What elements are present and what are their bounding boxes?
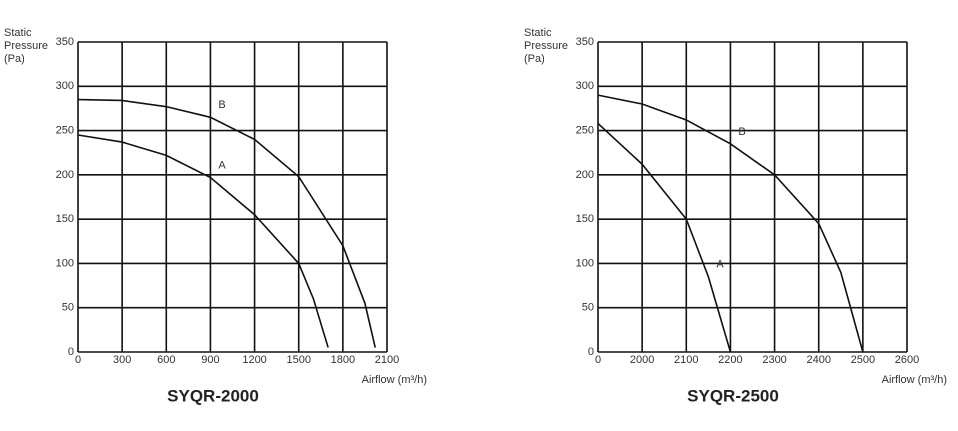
y-tick-label: 50: [62, 302, 74, 314]
curve: [597, 94, 864, 353]
y-axis-label: (Pa): [524, 53, 545, 65]
curve-label: B: [218, 99, 225, 111]
y-tick-label: 150: [56, 213, 74, 225]
curve-label: B: [738, 126, 745, 138]
x-tick-label: 2100: [375, 354, 399, 366]
y-tick-label: 250: [576, 124, 594, 136]
y-axis-label: Static: [524, 27, 552, 39]
y-tick-label: 350: [576, 36, 594, 48]
y-tick-label: 100: [56, 257, 74, 269]
y-tick-label: 150: [576, 213, 594, 225]
y-axis-label: Pressure: [4, 40, 48, 52]
x-axis-label: Airflow (m³/h): [362, 374, 427, 386]
chart-title: SYQR-2000: [167, 386, 259, 405]
curve: [77, 98, 377, 348]
y-tick-label: 50: [582, 302, 594, 314]
x-tick-label: 0: [75, 354, 81, 366]
x-tick-label: 2100: [674, 354, 698, 366]
x-tick-label: 2500: [851, 354, 875, 366]
x-axis-label: Airflow (m³/h): [882, 374, 947, 386]
y-tick-label: 200: [56, 169, 74, 181]
y-tick-label: 0: [68, 346, 74, 358]
x-tick-label: 900: [201, 354, 219, 366]
x-tick-label: 2400: [806, 354, 830, 366]
y-tick-label: 300: [56, 80, 74, 92]
y-tick-label: 200: [576, 169, 594, 181]
x-tick-label: 1500: [286, 354, 310, 366]
curve: [77, 134, 329, 348]
y-tick-label: 0: [588, 346, 594, 358]
x-tick-label: 1800: [331, 354, 355, 366]
y-tick-label: 300: [576, 80, 594, 92]
x-tick-label: 600: [157, 354, 175, 366]
x-tick-label: 2200: [718, 354, 742, 366]
y-axis-label: Pressure: [524, 40, 568, 52]
x-tick-label: 2600: [895, 354, 919, 366]
y-tick-label: 350: [56, 36, 74, 48]
x-tick-label: 300: [113, 354, 131, 366]
y-axis-label: Static: [4, 27, 32, 39]
curve: [597, 122, 732, 353]
x-tick-label: 2000: [630, 354, 654, 366]
chart-title: SYQR-2500: [687, 386, 779, 405]
y-tick-label: 100: [576, 257, 594, 269]
x-tick-label: 0: [595, 354, 601, 366]
curve-label: A: [716, 259, 724, 271]
curve-label: A: [218, 159, 226, 171]
x-tick-label: 1200: [242, 354, 266, 366]
y-tick-label: 250: [56, 124, 74, 136]
x-tick-label: 2300: [762, 354, 786, 366]
y-axis-label: (Pa): [4, 53, 25, 65]
